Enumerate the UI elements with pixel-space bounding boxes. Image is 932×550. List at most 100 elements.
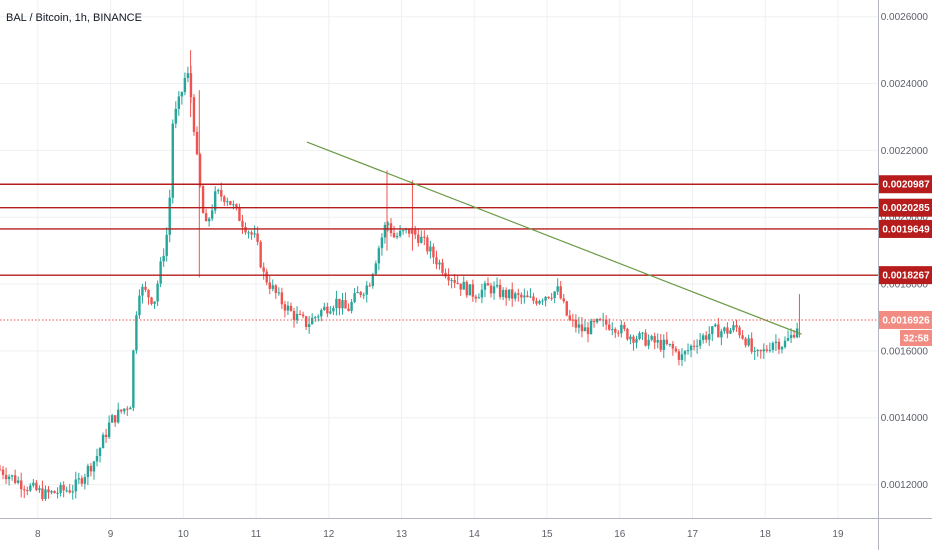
- candle-body: [608, 324, 611, 330]
- candle-body: [380, 237, 384, 249]
- candle-body: [635, 339, 638, 343]
- candle-body: [423, 236, 426, 238]
- candle-body: [353, 293, 356, 303]
- candle-body: [441, 262, 444, 273]
- candle-body: [332, 308, 335, 312]
- candle-body: [465, 281, 468, 296]
- candle-body: [156, 283, 159, 302]
- candle-body: [192, 97, 196, 132]
- candle-body: [83, 477, 87, 484]
- candle-body: [74, 479, 77, 492]
- candle-body: [223, 196, 226, 202]
- candle-body: [226, 201, 229, 203]
- candle-body: [692, 345, 696, 347]
- candle-body: [289, 305, 293, 311]
- level-price-label: 0.0020285: [882, 203, 930, 214]
- candle-body: [65, 490, 68, 492]
- candle-body: [650, 336, 653, 340]
- level-price-label: 0.0018267: [882, 271, 930, 282]
- candle-body: [207, 218, 211, 222]
- candle-body: [580, 324, 584, 332]
- candle-body: [92, 461, 96, 472]
- candle-body: [32, 482, 35, 486]
- candle-body: [217, 190, 220, 192]
- x-tick-label: 10: [178, 529, 190, 540]
- candle-body: [35, 482, 38, 490]
- candle-body: [592, 320, 596, 323]
- descending-trendline[interactable]: [306, 141, 802, 335]
- candle-body: [571, 319, 575, 321]
- candle-body: [250, 232, 253, 235]
- candle-body: [544, 296, 547, 301]
- y-tick-label: 0.0024000: [881, 79, 929, 90]
- candle-body: [356, 292, 359, 294]
- x-tick-label: 8: [35, 529, 41, 540]
- candle-body: [629, 336, 632, 340]
- candle-body: [456, 282, 459, 284]
- candle-body: [177, 96, 181, 109]
- candle-body: [659, 340, 662, 350]
- candle-body: [44, 489, 47, 500]
- candle-body: [741, 335, 744, 339]
- candle-body: [668, 343, 672, 345]
- x-tick-label: 13: [396, 529, 408, 540]
- candle-body: [780, 347, 784, 350]
- candle-body: [383, 224, 387, 238]
- candle-body: [553, 291, 556, 299]
- candle-body: [701, 335, 705, 340]
- candle-body: [310, 317, 314, 325]
- candle-body: [680, 354, 684, 360]
- candle-body: [232, 204, 235, 206]
- candle-body: [113, 415, 117, 423]
- candle-body: [792, 335, 796, 338]
- candle-body: [123, 408, 126, 412]
- chart-title: BAL / Bitcoin, 1h, BINANCE: [6, 12, 142, 24]
- candle-body: [95, 455, 99, 462]
- candle-body: [50, 491, 53, 493]
- candle-body: [756, 349, 759, 351]
- last-price-label: 0.0016926: [882, 315, 930, 326]
- candle-body: [732, 325, 735, 331]
- candle-body: [789, 335, 793, 339]
- candle-body: [559, 286, 562, 299]
- candle-body: [238, 207, 241, 221]
- candle-body: [247, 232, 250, 234]
- candle-body: [147, 289, 150, 298]
- candle-body: [159, 261, 162, 284]
- candle-body: [438, 262, 441, 265]
- candle-body: [407, 228, 411, 234]
- candle-body: [110, 415, 114, 423]
- candle-body: [665, 339, 669, 345]
- candle-body: [304, 316, 308, 328]
- x-tick-label: 17: [687, 529, 699, 540]
- candle-body: [371, 274, 375, 286]
- x-tick-label: 11: [251, 529, 262, 540]
- candle-body: [374, 263, 378, 275]
- candle-body: [107, 422, 111, 438]
- candle-body: [468, 284, 471, 296]
- candle-body: [568, 315, 572, 320]
- countdown-label: 32:58: [903, 333, 929, 344]
- candle-body: [326, 306, 329, 314]
- candle-body: [359, 292, 362, 295]
- candle-body: [262, 267, 265, 272]
- candle-body: [168, 197, 171, 235]
- candle-body: [538, 300, 541, 304]
- candle-body: [429, 246, 432, 252]
- candle-body: [77, 478, 81, 480]
- candle-body: [120, 409, 123, 412]
- candle-body: [377, 248, 381, 264]
- candle-body: [138, 295, 141, 316]
- candle-body: [386, 223, 390, 225]
- level-price-badge: [879, 175, 932, 194]
- y-tick-label: 0.0012000: [881, 480, 929, 491]
- candle-body: [174, 108, 177, 124]
- candle-body: [323, 306, 326, 311]
- candle-body: [768, 349, 772, 351]
- candle-body: [186, 73, 190, 78]
- candle-body: [395, 236, 399, 238]
- candle-body: [532, 296, 535, 301]
- x-tick-label: 19: [832, 529, 844, 540]
